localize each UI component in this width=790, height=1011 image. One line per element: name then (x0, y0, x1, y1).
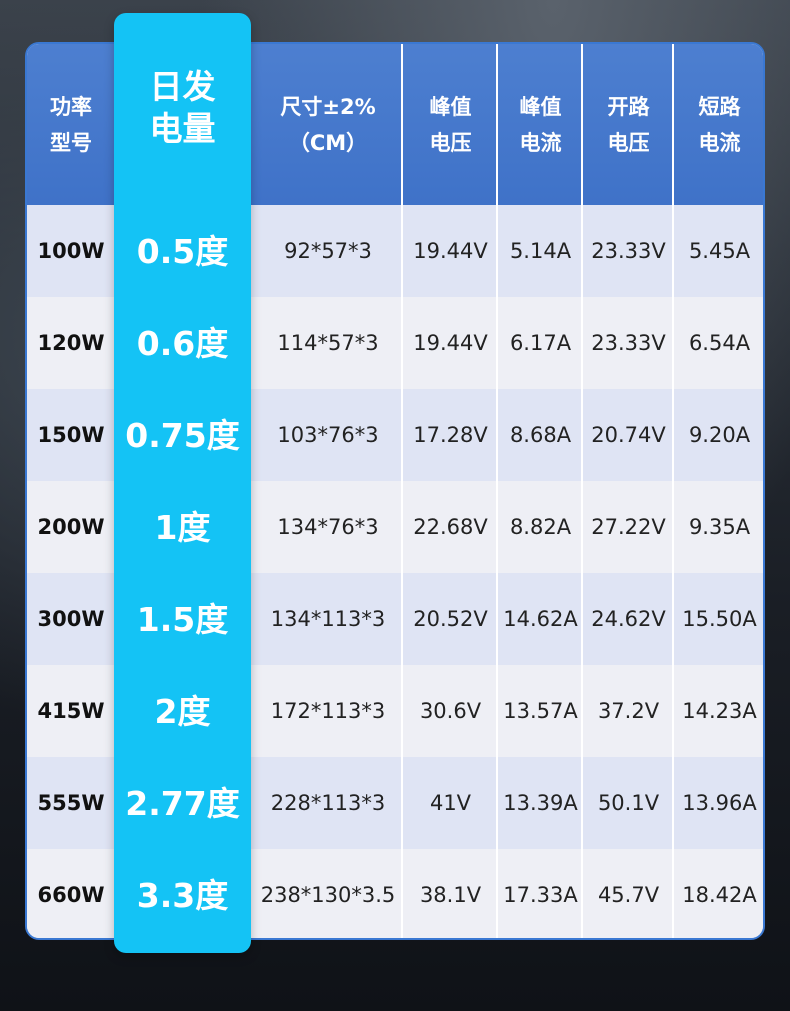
cell-daily-energy: 2.77度 (125, 784, 240, 823)
cell-open-circuit-voltage: 37.2V (597, 699, 660, 723)
cell-peak-current: 5.14A (509, 239, 572, 263)
cell-short-circuit-current: 13.96A (682, 791, 757, 815)
header-power-model: 功率 型号 (27, 44, 115, 205)
header-peak-current: 峰值 电流 (498, 44, 583, 205)
header-daily-energy: 日发 电量 (114, 13, 251, 203)
header-size-line2: （CM） (288, 130, 368, 155)
header-scc-line2: 电流 (698, 130, 741, 155)
header-size-line1: 尺寸±2% (280, 94, 376, 119)
cell-daily-energy: 0.6度 (136, 324, 229, 363)
cell-power: 100W (37, 239, 105, 263)
cell-size: 228*113*3 (270, 791, 386, 815)
cell-peak-current: 17.33A (503, 883, 578, 907)
cell-daily-energy: 0.75度 (125, 416, 240, 455)
column-divider (581, 44, 583, 938)
header-daily-energy-line1: 日发 (149, 67, 216, 106)
header-open-circuit-voltage: 开路 电压 (583, 44, 674, 205)
cell-open-circuit-voltage: 45.7V (597, 883, 660, 907)
cell-short-circuit-current: 9.20A (688, 423, 751, 447)
cell-size: 114*57*3 (277, 331, 379, 355)
header-ocv-line1: 开路 (607, 94, 650, 119)
cell-power: 555W (37, 791, 105, 815)
cell-power: 300W (37, 607, 105, 631)
header-peak-current-line2: 电流 (519, 130, 562, 155)
cell-peak-current: 8.82A (509, 515, 572, 539)
column-divider (672, 44, 674, 938)
cell-power: 415W (37, 699, 105, 723)
column-divider (401, 44, 403, 938)
header-peak-current-line1: 峰值 (519, 94, 562, 119)
column-divider (496, 44, 498, 938)
cell-peak-current: 8.68A (509, 423, 572, 447)
cell-short-circuit-current: 14.23A (682, 699, 757, 723)
header-size: 尺寸±2% （CM） (253, 44, 403, 205)
cell-size: 103*76*3 (277, 423, 379, 447)
cell-peak-voltage: 17.28V (413, 423, 488, 447)
cell-peak-current: 13.39A (503, 791, 578, 815)
cell-open-circuit-voltage: 27.22V (591, 515, 666, 539)
header-power-model-line1: 功率 (50, 94, 92, 119)
cell-short-circuit-current: 18.42A (682, 883, 757, 907)
cell-daily-energy: 0.5度 (136, 232, 229, 271)
cell-open-circuit-voltage: 24.62V (591, 607, 666, 631)
header-daily-energy-line2: 电量 (149, 109, 216, 148)
cell-daily-energy: 3.3度 (136, 876, 229, 915)
header-short-circuit-current: 短路 电流 (674, 44, 763, 205)
cell-open-circuit-voltage: 50.1V (597, 791, 660, 815)
daily-energy-column: 日发 电量 0.5度 0.6度 0.75度 1度 1.5度 2度 2.77度 3.3度 (114, 13, 251, 953)
cell-daily-energy: 1.5度 (136, 600, 229, 639)
cell-peak-voltage: 41V (429, 791, 472, 815)
cell-peak-current: 6.17A (509, 331, 572, 355)
cell-power: 660W (37, 883, 105, 907)
header-peak-voltage-line2: 电压 (429, 130, 472, 155)
cell-peak-voltage: 20.52V (413, 607, 488, 631)
header-ocv-line2: 电压 (607, 130, 650, 155)
cell-peak-voltage: 38.1V (419, 883, 482, 907)
cell-open-circuit-voltage: 20.74V (591, 423, 666, 447)
cell-power: 200W (37, 515, 105, 539)
cell-open-circuit-voltage: 23.33V (591, 331, 666, 355)
cell-short-circuit-current: 15.50A (682, 607, 757, 631)
cell-short-circuit-current: 9.35A (688, 515, 751, 539)
cell-peak-voltage: 19.44V (413, 331, 488, 355)
header-scc-line1: 短路 (698, 94, 741, 119)
cell-power: 150W (37, 423, 105, 447)
cell-size: 134*76*3 (277, 515, 379, 539)
cell-size: 238*130*3.5 (260, 883, 396, 907)
header-peak-voltage-line1: 峰值 (429, 94, 472, 119)
cell-daily-energy: 1度 (154, 508, 211, 547)
cell-power: 120W (37, 331, 105, 355)
cell-peak-voltage: 30.6V (419, 699, 482, 723)
cell-short-circuit-current: 6.54A (688, 331, 751, 355)
cell-size: 92*57*3 (284, 239, 372, 263)
header-peak-voltage: 峰值 电压 (403, 44, 498, 205)
cell-peak-current: 13.57A (503, 699, 578, 723)
cell-size: 134*113*3 (270, 607, 386, 631)
cell-peak-current: 14.62A (503, 607, 578, 631)
cell-short-circuit-current: 5.45A (688, 239, 751, 263)
cell-peak-voltage: 19.44V (413, 239, 488, 263)
cell-size: 172*113*3 (270, 699, 386, 723)
cell-daily-energy: 2度 (154, 692, 211, 731)
cell-peak-voltage: 22.68V (413, 515, 488, 539)
header-power-model-line2: 型号 (50, 130, 92, 155)
cell-open-circuit-voltage: 23.33V (591, 239, 666, 263)
